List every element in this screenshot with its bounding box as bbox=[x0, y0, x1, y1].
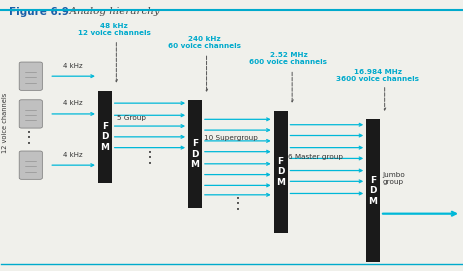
Bar bbox=[273, 111, 287, 233]
Text: Analog hierarchy: Analog hierarchy bbox=[63, 7, 160, 16]
Text: •
•
•: • • • bbox=[235, 196, 239, 213]
Text: F
D
M: F D M bbox=[368, 176, 377, 206]
Text: Jumbo
group: Jumbo group bbox=[382, 172, 404, 185]
Text: Figure 6.9: Figure 6.9 bbox=[9, 7, 69, 17]
Text: 6 Master group: 6 Master group bbox=[288, 154, 343, 160]
Text: 240 kHz
60 voice channels: 240 kHz 60 voice channels bbox=[168, 36, 240, 49]
FancyBboxPatch shape bbox=[19, 62, 42, 90]
Bar bbox=[188, 101, 201, 208]
Text: F
D
M: F D M bbox=[100, 122, 109, 152]
Text: 12 voice channels: 12 voice channels bbox=[2, 93, 8, 153]
Text: •
•
•: • • • bbox=[27, 130, 31, 147]
Text: F
D
M: F D M bbox=[190, 140, 199, 169]
FancyBboxPatch shape bbox=[19, 151, 42, 179]
Text: 16.984 MHz
3600 voice channels: 16.984 MHz 3600 voice channels bbox=[336, 69, 418, 82]
Text: 4 kHz: 4 kHz bbox=[63, 63, 82, 69]
Text: 2.52 MHz
600 voice channels: 2.52 MHz 600 voice channels bbox=[249, 52, 327, 65]
Text: 5 Group: 5 Group bbox=[117, 115, 146, 121]
Text: 48 kHz
12 voice channels: 48 kHz 12 voice channels bbox=[77, 23, 150, 36]
Text: 4 kHz: 4 kHz bbox=[63, 151, 82, 158]
FancyBboxPatch shape bbox=[19, 100, 42, 128]
Bar bbox=[365, 119, 379, 262]
Text: F
D
M: F D M bbox=[275, 157, 284, 187]
Text: 4 kHz: 4 kHz bbox=[63, 100, 82, 107]
Text: 10 Supergroup: 10 Supergroup bbox=[204, 135, 257, 141]
Bar bbox=[98, 91, 112, 183]
Text: •
•
•: • • • bbox=[148, 150, 151, 167]
